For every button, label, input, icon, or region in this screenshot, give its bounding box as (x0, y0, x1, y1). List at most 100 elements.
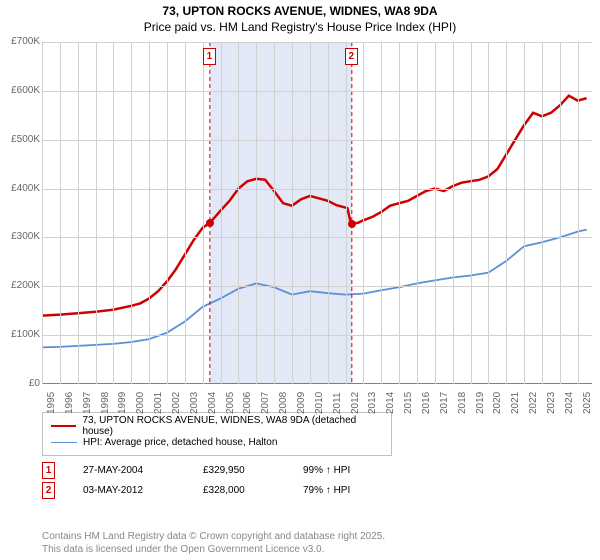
x-tick-label: 2018 (457, 392, 468, 414)
grid-line-h (42, 335, 592, 336)
grid-line-v (560, 42, 561, 384)
series-property_price (42, 96, 587, 316)
x-tick-label: 2004 (207, 392, 218, 414)
attribution-line1: Contains HM Land Registry data © Crown c… (42, 530, 385, 543)
grid-line-v (506, 42, 507, 384)
legend-swatch-hpi (51, 442, 77, 443)
grid-line-v (399, 42, 400, 384)
legend-swatch-property (51, 425, 76, 427)
y-tick-label: £700K (2, 36, 40, 47)
chart-subtitle: Price paid vs. HM Land Registry's House … (0, 20, 600, 36)
x-tick-label: 2015 (403, 392, 414, 414)
x-tick-label: 2020 (492, 392, 503, 414)
sales-row-pct: 79% ↑ HPI (303, 485, 403, 496)
y-tick-label: £600K (2, 85, 40, 96)
x-tick-label: 2016 (421, 392, 432, 414)
y-tick-label: £200K (2, 280, 40, 291)
x-tick-label: 2010 (314, 392, 325, 414)
plot-area (42, 42, 592, 384)
grid-line-v (238, 42, 239, 384)
grid-line-v (167, 42, 168, 384)
sales-row-price: £328,000 (203, 485, 303, 496)
grid-line-v (381, 42, 382, 384)
y-tick-label: £300K (2, 231, 40, 242)
sales-row-date: 27-MAY-2004 (83, 465, 203, 476)
x-tick-label: 1996 (64, 392, 75, 414)
grid-line-v (113, 42, 114, 384)
x-tick-label: 2024 (564, 392, 575, 414)
x-tick-label: 2019 (475, 392, 486, 414)
grid-line-v (471, 42, 472, 384)
x-tick-label: 1995 (46, 392, 57, 414)
x-tick-label: 2009 (296, 392, 307, 414)
grid-line-v (578, 42, 579, 384)
sales-row: 1 27-MAY-2004£329,95099% ↑ HPI (42, 460, 403, 480)
sale-marker: 1 (203, 48, 216, 65)
grid-line-v (524, 42, 525, 384)
grid-line-v (185, 42, 186, 384)
chart-title: 73, UPTON ROCKS AVENUE, WIDNES, WA8 9DA (0, 0, 600, 20)
grid-line-v (292, 42, 293, 384)
grid-line-h (42, 237, 592, 238)
x-tick-label: 1997 (82, 392, 93, 414)
x-tick-label: 2007 (260, 392, 271, 414)
attribution: Contains HM Land Registry data © Crown c… (42, 530, 385, 556)
grid-line-v (274, 42, 275, 384)
series-hpi (42, 230, 587, 348)
grid-line-v (221, 42, 222, 384)
grid-line-v (542, 42, 543, 384)
grid-line-v (96, 42, 97, 384)
x-tick-label: 2021 (510, 392, 521, 414)
grid-line-v (149, 42, 150, 384)
x-tick-label: 1999 (117, 392, 128, 414)
x-tick-label: 2006 (242, 392, 253, 414)
x-tick-label: 2002 (171, 392, 182, 414)
grid-line-v (488, 42, 489, 384)
sales-row-marker: 1 (42, 462, 55, 479)
sales-row: 2 03-MAY-2012£328,00079% ↑ HPI (42, 480, 403, 500)
sales-row-date: 03-MAY-2012 (83, 485, 203, 496)
y-tick-label: £400K (2, 183, 40, 194)
grid-line-h (42, 286, 592, 287)
grid-line-h (42, 91, 592, 92)
grid-line-v (256, 42, 257, 384)
sales-table: 1 27-MAY-2004£329,95099% ↑ HPI 2 03-MAY-201… (42, 460, 403, 500)
legend-row: 73, UPTON ROCKS AVENUE, WIDNES, WA8 9DA … (51, 418, 383, 434)
x-tick-label: 2003 (189, 392, 200, 414)
grid-line-v (453, 42, 454, 384)
x-tick-label: 1998 (100, 392, 111, 414)
sales-row-marker: 2 (42, 482, 55, 499)
x-tick-label: 2012 (350, 392, 361, 414)
x-tick-label: 2013 (367, 392, 378, 414)
x-tick-label: 2011 (332, 392, 343, 414)
legend-label-property: 73, UPTON ROCKS AVENUE, WIDNES, WA8 9DA … (82, 415, 383, 437)
x-tick-label: 2025 (582, 392, 593, 414)
x-tick-label: 2000 (135, 392, 146, 414)
x-tick-label: 2022 (528, 392, 539, 414)
grid-line-v (346, 42, 347, 384)
grid-line-v (78, 42, 79, 384)
x-tick-label: 2017 (439, 392, 450, 414)
sales-row-price: £329,950 (203, 465, 303, 476)
x-tick-label: 2008 (278, 392, 289, 414)
grid-line-h (42, 42, 592, 43)
grid-line-v (42, 42, 43, 384)
legend: 73, UPTON ROCKS AVENUE, WIDNES, WA8 9DA … (42, 412, 392, 456)
grid-line-v (131, 42, 132, 384)
x-tick-label: 2005 (225, 392, 236, 414)
grid-line-v (435, 42, 436, 384)
sale-marker: 2 (345, 48, 358, 65)
chart-container: 73, UPTON ROCKS AVENUE, WIDNES, WA8 9DA … (0, 0, 600, 560)
x-tick-label: 2001 (153, 392, 164, 414)
sale-dot (348, 220, 356, 228)
sales-row-pct: 99% ↑ HPI (303, 465, 403, 476)
y-tick-label: £100K (2, 329, 40, 340)
grid-line-v (203, 42, 204, 384)
y-tick-label: £0 (2, 378, 40, 389)
grid-line-h (42, 140, 592, 141)
legend-label-hpi: HPI: Average price, detached house, Halt… (83, 437, 277, 448)
x-tick-label: 2014 (385, 392, 396, 414)
grid-line-v (328, 42, 329, 384)
x-tick-label: 2023 (546, 392, 557, 414)
grid-line-v (417, 42, 418, 384)
